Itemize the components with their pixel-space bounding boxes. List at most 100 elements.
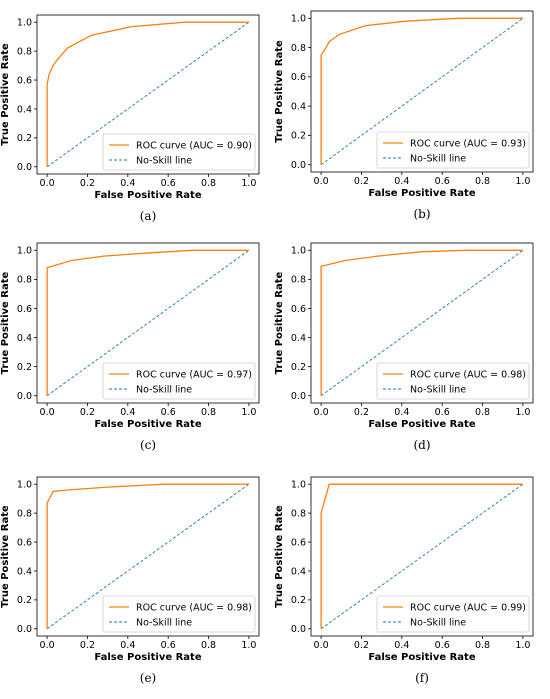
legend: ROC curve (AUC = 0.90) No-Skill line: [102, 133, 256, 171]
legend: ROC curve (AUC = 0.93) No-Skill line: [376, 131, 530, 169]
legend-box: [376, 131, 530, 169]
legend-roc-label: ROC curve (AUC = 0.93): [410, 139, 526, 150]
y-tick-label: 0.8: [17, 508, 32, 519]
plot-frame: [310, 242, 534, 404]
legend: ROC curve (AUC = 0.98) No-Skill line: [376, 362, 530, 400]
panel-caption: (d): [413, 438, 430, 452]
x-tick-label: 1.0: [241, 640, 256, 651]
x-axis-label: False Positive Rate: [368, 652, 475, 663]
x-tick-label: 1.0: [515, 640, 530, 651]
panel-caption: (c): [140, 438, 156, 452]
x-tick-label: 0.6: [435, 640, 450, 651]
legend-box: [102, 362, 256, 400]
roc-curve-line: [46, 483, 249, 629]
y-tick-label: 0.2: [291, 595, 306, 606]
y-axis-label: True Positive Rate: [274, 505, 285, 608]
panel-caption: (f): [415, 671, 429, 685]
y-tick-label: 1.0: [291, 246, 306, 257]
plot-frame: [310, 10, 534, 173]
panel-caption: (a): [140, 209, 157, 223]
x-tick-label: 0.4: [120, 640, 135, 651]
x-tick-label: 0.6: [161, 640, 176, 651]
plot-frame: [36, 476, 260, 637]
y-axis-label: True Positive Rate: [274, 271, 285, 374]
y-tick-label: 0.8: [17, 46, 32, 57]
x-tick-label: 0.6: [161, 407, 176, 418]
y-tick-label: 0.0: [291, 391, 306, 402]
roc-panel: 0.0 0.2 0.4 0.6 0.8 1.0 0.0 0.2 0.4 0.6 0.8 1.0 Fals…: [0, 14, 260, 223]
y-tick-label: 0.2: [291, 362, 306, 373]
x-tick-label: 0.6: [435, 407, 450, 418]
legend-box: [102, 133, 256, 171]
y-tick-label: 0.4: [17, 566, 32, 577]
roc-curve-line: [46, 21, 249, 167]
x-tick-label: 0.4: [120, 178, 135, 189]
legend-roc-label: ROC curve (AUC = 0.98): [136, 603, 252, 614]
x-tick-label: 0.0: [314, 176, 329, 187]
x-tick-label: 0.4: [394, 640, 409, 651]
x-tick-label: 1.0: [241, 178, 256, 189]
y-axis-label: True Positive Rate: [0, 505, 11, 608]
y-tick-label: 0.6: [17, 304, 32, 315]
legend-no-skill-label: No-Skill line: [410, 154, 466, 165]
legend-box: [102, 595, 256, 633]
legend-roc-label: ROC curve (AUC = 0.98): [410, 370, 526, 381]
y-tick-label: 0.4: [291, 566, 306, 577]
legend-box: [376, 595, 530, 633]
x-axis-label: False Positive Rate: [94, 190, 201, 201]
x-tick-label: 0.0: [40, 407, 55, 418]
y-tick-label: 0.4: [291, 101, 306, 112]
y-tick-label: 0.6: [17, 537, 32, 548]
x-axis-label: False Positive Rate: [94, 419, 201, 430]
roc-curve-line: [320, 17, 523, 165]
no-skill-line: [46, 21, 250, 168]
y-tick-label: 0.6: [17, 75, 32, 86]
x-tick-label: 0.8: [201, 178, 216, 189]
legend-no-skill-label: No-Skill line: [410, 618, 466, 629]
legend-roc-label: ROC curve (AUC = 0.99): [410, 603, 526, 614]
x-tick-label: 0.4: [120, 407, 135, 418]
y-tick-label: 0.2: [291, 131, 306, 142]
x-tick-label: 0.8: [475, 407, 490, 418]
x-axis-label: False Positive Rate: [368, 419, 475, 430]
roc-panel: 0.0 0.2 0.4 0.6 0.8 1.0 0.0 0.2 0.4 0.6 0.8 1.0 Fals…: [274, 476, 534, 685]
x-tick-label: 0.2: [354, 176, 369, 187]
y-tick-label: 0.8: [291, 275, 306, 286]
x-tick-label: 0.6: [161, 178, 176, 189]
x-tick-label: 0.2: [80, 178, 95, 189]
legend: ROC curve (AUC = 0.99) No-Skill line: [376, 595, 530, 633]
x-tick-label: 0.4: [394, 176, 409, 187]
y-tick-label: 0.0: [291, 160, 306, 171]
legend-no-skill-label: No-Skill line: [136, 156, 192, 167]
no-skill-line: [320, 17, 524, 166]
y-tick-label: 1.0: [17, 18, 32, 29]
x-tick-label: 1.0: [241, 407, 256, 418]
roc-panel: 0.0 0.2 0.4 0.6 0.8 1.0 0.0 0.2 0.4 0.6 0.8 1.0 Fals…: [0, 476, 260, 685]
legend-no-skill-label: No-Skill line: [410, 385, 466, 396]
x-tick-label: 0.2: [80, 640, 95, 651]
y-tick-label: 0.0: [291, 624, 306, 635]
y-tick-label: 0.0: [17, 162, 32, 173]
no-skill-line: [46, 249, 250, 397]
roc-curve-line: [46, 249, 249, 396]
y-tick-label: 0.2: [17, 595, 32, 606]
x-tick-label: 0.8: [475, 640, 490, 651]
plot-frame: [36, 242, 260, 404]
y-tick-label: 0.8: [291, 43, 306, 54]
x-tick-label: 1.0: [515, 176, 530, 187]
plot-frame: [310, 476, 534, 637]
y-tick-label: 1.0: [17, 480, 32, 491]
y-tick-label: 0.0: [17, 391, 32, 402]
y-tick-label: 0.2: [17, 362, 32, 373]
legend-roc-label: ROC curve (AUC = 0.97): [136, 370, 252, 381]
x-tick-label: 0.8: [475, 176, 490, 187]
y-tick-label: 0.4: [17, 333, 32, 344]
x-tick-label: 0.6: [435, 176, 450, 187]
y-tick-label: 0.8: [291, 508, 306, 519]
x-tick-label: 0.4: [394, 407, 409, 418]
x-tick-label: 0.8: [201, 407, 216, 418]
y-axis-label: True Positive Rate: [274, 40, 285, 143]
y-tick-label: 0.6: [291, 72, 306, 83]
x-tick-label: 0.0: [314, 407, 329, 418]
